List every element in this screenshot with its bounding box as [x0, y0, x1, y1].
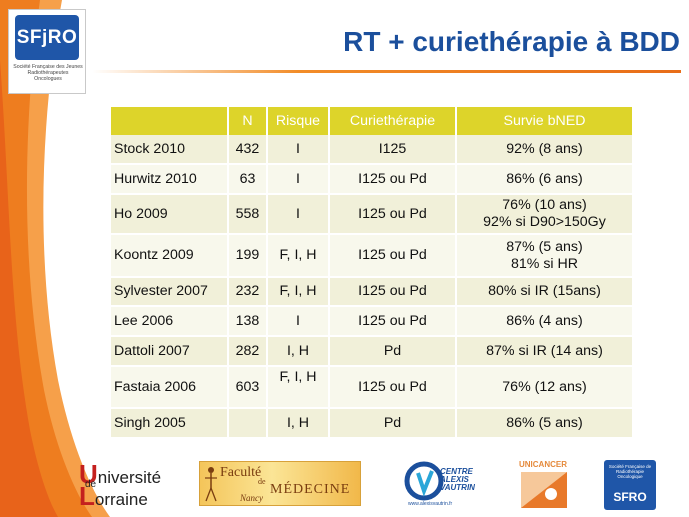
survie-line: 76% (10 ans)	[502, 197, 587, 213]
cell-study: Dattoli 2007	[111, 336, 229, 367]
cell-survie: 76% (12 ans)	[456, 366, 634, 409]
survie-line: 80% si IR (15ans)	[488, 283, 601, 299]
cell-study: Hurwitz 2010	[111, 164, 229, 195]
cell-curie: Pd	[329, 336, 457, 367]
cav-name: CENTRE ALEXIS VAUTRIN	[440, 467, 475, 492]
cell-risque: I, H	[267, 336, 330, 367]
cell-survie: 86% (6 ans)	[456, 164, 634, 195]
cell-study: Koontz 2009	[111, 234, 229, 278]
cell-survie: 87% (5 ans) 81% si HR	[456, 234, 634, 278]
cell-curie: I125 ou Pd	[329, 277, 457, 307]
faculte-line2: de	[258, 477, 266, 486]
survie-line-2: 81% si HR	[510, 255, 579, 272]
unicancer-symbol-icon	[521, 472, 567, 508]
cav-emblem-icon	[404, 461, 444, 501]
orange-swoosh-decoration	[0, 0, 110, 517]
cell-curie: I125 ou Pd	[329, 234, 457, 278]
cell-study: Sylvester 2007	[111, 277, 229, 307]
unicancer-name: UNICANCER	[519, 460, 567, 469]
cell-risque: F, I, H	[267, 234, 330, 278]
survie-line: 86% (4 ans)	[506, 312, 583, 329]
cell-curie: Pd	[329, 408, 457, 439]
cell-n: 199	[228, 234, 268, 278]
table-row: Stock 2010 432 I I125 92% (8 ans)	[111, 135, 634, 165]
cell-survie: 86% (5 ans)	[456, 408, 634, 439]
cell-risque: I, H	[267, 408, 330, 439]
unicancer-logo: UNICANCER	[519, 460, 575, 510]
cell-curie: I125 ou Pd	[329, 366, 457, 409]
universite-lorraine-logo: Université de Lorraine	[79, 459, 169, 511]
cell-survie: 80% si IR (15ans)	[456, 277, 634, 307]
sfjro-logo-subtitle: Société Française des Jeunes Radiothérap…	[13, 64, 83, 83]
cell-survie: 76% (10 ans) 92% si D90>150Gy	[456, 194, 634, 235]
lorraine-line2: Lorraine	[79, 481, 148, 511]
faculte-line4: Nancy	[240, 493, 263, 503]
cell-n: 63	[228, 164, 268, 195]
cell-study: Fastaia 2006	[111, 366, 229, 409]
survie-line: 86% (5 ans)	[506, 414, 583, 431]
faculte-line3: MÉDECINE	[270, 482, 351, 497]
table-row: Singh 2005 I, H Pd 86% (5 ans)	[111, 408, 634, 439]
survie-line: 76% (12 ans)	[502, 378, 587, 395]
table-row: Fastaia 2006 603 F, I, H I125 ou Pd 76% …	[111, 366, 634, 409]
cell-risque: F, I, H	[267, 366, 330, 409]
cell-n: 232	[228, 277, 268, 307]
cell-n: 603	[228, 366, 268, 409]
cell-study: Stock 2010	[111, 135, 229, 165]
faculte-medecine-nancy-logo: Faculté de MÉDECINE Nancy	[199, 461, 361, 506]
sfro-full-name: Société Française de Radiothérapie Oncol…	[608, 464, 652, 480]
header-n: N	[228, 107, 268, 135]
cell-survie: 92% (8 ans)	[456, 135, 634, 165]
survie-line: 92% (8 ans)	[506, 140, 583, 157]
faculte-line1: Faculté	[220, 465, 262, 480]
sfro-acronym: SFRO	[613, 490, 647, 504]
cell-curie: I125 ou Pd	[329, 194, 457, 235]
table-row: Sylvester 2007 232 F, I, H I125 ou Pd 80…	[111, 277, 634, 307]
cell-n: 282	[228, 336, 268, 367]
cell-study: Lee 2006	[111, 306, 229, 337]
cell-n: 138	[228, 306, 268, 337]
sfjro-logo: SFjRO Société Française des Jeunes Radio…	[8, 9, 86, 94]
cell-curie: I125 ou Pd	[329, 164, 457, 195]
cell-n: 558	[228, 194, 268, 235]
table-header-row: N Risque Curiethérapie Survie bNED	[111, 107, 634, 135]
survie-line-2: 92% si D90>150Gy	[483, 214, 606, 230]
cav-url: www.alexisvautrin.fr	[408, 501, 453, 507]
table-row: Lee 2006 138 I I125 ou Pd 86% (4 ans)	[111, 306, 634, 337]
header-study	[111, 107, 229, 135]
survie-line: 87% (5 ans)	[506, 238, 583, 255]
lorraine-line1: Université	[79, 459, 162, 489]
cell-n	[228, 408, 268, 439]
cell-study: Ho 2009	[111, 194, 229, 235]
cell-risque: I	[267, 306, 330, 337]
header-survie: Survie bNED	[456, 107, 634, 135]
cell-risque: F, I, H	[267, 277, 330, 307]
results-table: N Risque Curiethérapie Survie bNED Stock…	[111, 107, 634, 439]
cell-curie: I125	[329, 135, 457, 165]
cell-study: Singh 2005	[111, 408, 229, 439]
cell-curie: I125 ou Pd	[329, 306, 457, 337]
cell-risque: I	[267, 164, 330, 195]
survie-line: 87% si IR (14 ans)	[486, 342, 603, 359]
centre-alexis-vautrin-logo: CENTRE ALEXIS VAUTRIN www.alexisvautrin.…	[404, 459, 486, 509]
sfjro-logo-mark: SFjRO	[15, 15, 79, 60]
table-row: Koontz 2009 199 F, I, H I125 ou Pd 87% (…	[111, 234, 634, 278]
cell-survie: 86% (4 ans)	[456, 306, 634, 337]
table-row: Hurwitz 2010 63 I I125 ou Pd 86% (6 ans)	[111, 164, 634, 195]
title-underline	[92, 70, 681, 73]
skeleton-icon	[205, 467, 217, 502]
cell-survie: 87% si IR (14 ans)	[456, 336, 634, 367]
lorraine-de: de	[85, 479, 97, 490]
table-row: Dattoli 2007 282 I, H Pd 87% si IR (14 a…	[111, 336, 634, 367]
table-row: Ho 2009 558 I I125 ou Pd 76% (10 ans) 92%…	[111, 194, 634, 235]
cell-risque: I	[267, 135, 330, 165]
survie-line: 86% (6 ans)	[506, 170, 583, 187]
sfro-logo: Société Française de Radiothérapie Oncol…	[604, 460, 656, 510]
header-risque: Risque	[267, 107, 330, 135]
cell-risque: I	[267, 194, 330, 235]
header-curietherapie: Curiethérapie	[329, 107, 457, 135]
slide-title: RT + curiethérapie à BDD	[343, 26, 680, 57]
cell-n: 432	[228, 135, 268, 165]
